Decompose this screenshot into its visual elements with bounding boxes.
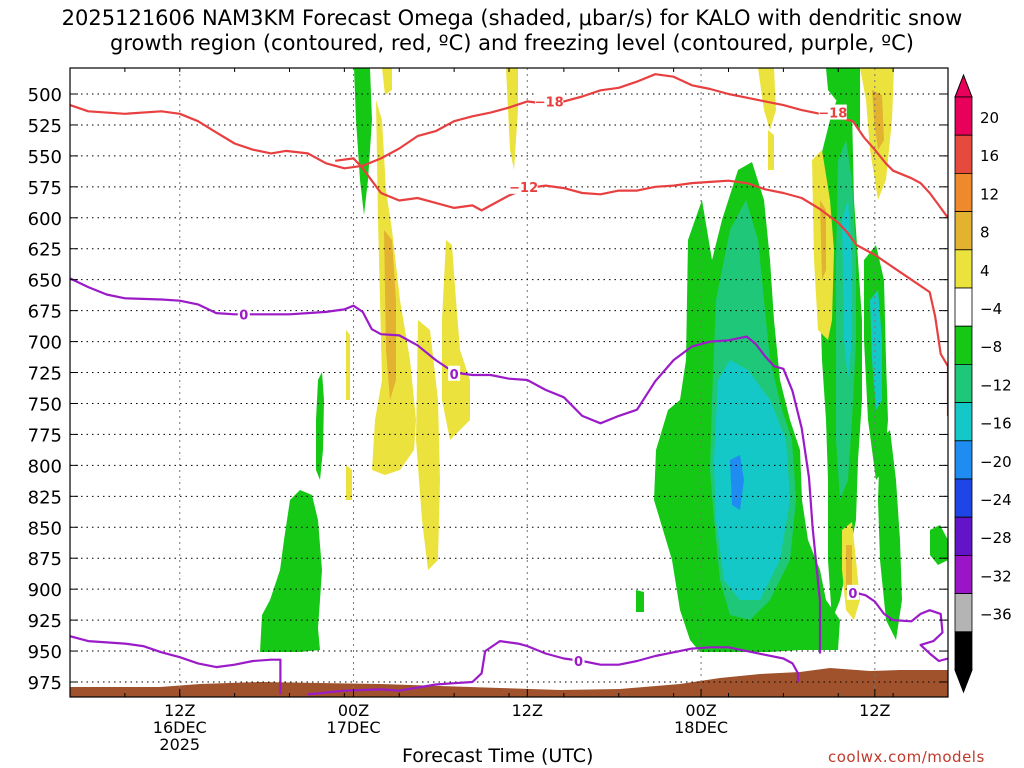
y-tick-label: 725 [28,364,62,385]
colorbar-label: −28 [980,529,1012,547]
x-tick-label: 12Z [859,701,890,720]
contour-label-bg [818,104,847,120]
x-tick-label: 18DEC [674,718,728,737]
y-tick-label: 875 [28,549,62,570]
colorbar-label: −36 [980,606,1012,624]
colorbar-label: −24 [980,491,1012,509]
contour-label: 0 [574,655,583,670]
colorbar-swatch [954,363,973,403]
colorbar: 20 16 12 8 4 −4 −8 −12 −16 −20 −24 −28 −32 −36 [954,73,1012,694]
y-tick-label: 650 [28,271,62,292]
contour-0-lower [70,635,282,695]
omega-shading [70,68,948,697]
x-tick-label: 12Z [512,701,543,720]
colorbar-label: −4 [980,300,1002,318]
chart-title-line1: 2025121606 NAM3KM Forecast Omega (shaded… [61,6,963,30]
colorbar-swatch [954,96,973,136]
colorbar-swatch [954,325,973,365]
contour-0-upper [70,277,822,654]
colorbar-swatch [954,593,973,633]
colorbar-label: 4 [980,262,990,280]
colorbar-swatch [954,134,973,174]
colorbar-swatch [954,211,973,251]
colorbar-arrow-top [954,73,973,98]
contour-label: 0 [450,368,459,383]
contour-label: −12 [509,181,538,196]
y-tick-label: 975 [28,673,62,694]
colorbar-swatch [954,555,973,595]
contour-label-bg [572,652,585,668]
colorbar-swatch [954,631,973,671]
contour-label: 0 [848,587,857,602]
y-tick-label: 675 [28,302,62,323]
y-tick-label: 550 [28,147,62,168]
y-tick-label: 575 [28,178,62,199]
chart-title: 2025121606 NAM3KM Forecast Omega (shaded… [0,6,1024,56]
x-tick-label: 00Z [685,701,716,720]
contour-label-bg [448,365,461,381]
y-tick-label: 925 [28,611,62,632]
colorbar-label: −12 [980,376,1012,394]
y-tick-label: 800 [28,456,62,477]
y-tick-label: 825 [28,487,62,508]
x-tick-label: 2025 [159,735,200,754]
colorbar-label: 16 [980,147,999,165]
colorbar-label: −16 [980,415,1012,433]
colorbar-swatch [954,478,973,518]
y-tick-label: 625 [28,240,62,261]
terrain [70,668,948,697]
colorbar-label: −20 [980,453,1012,471]
contour-label-bg [509,178,538,194]
colorbar-arrow-bottom [954,669,973,694]
colorbar-swatch [954,402,973,442]
contour-labels: −18 −18 −12 0 0 0 0 [237,93,859,670]
y-tick-label: 850 [28,518,62,539]
colorbar-label: 20 [980,109,999,127]
contour-label-bg [846,584,859,600]
y-tick-label: 700 [28,333,62,354]
colorbar-swatch [954,287,973,327]
x-axis-title: Forecast Time (UTC) [402,745,594,767]
y-tick-label: 900 [28,580,62,601]
credit-label: coolwx.com/models [828,748,985,766]
y-tick-label: 750 [28,394,62,415]
colorbar-swatch [954,440,973,480]
y-tick-label: 775 [28,425,62,446]
y-tick-label: 950 [28,642,62,663]
x-tick-label: 17DEC [327,718,381,737]
contour-0-right [847,591,948,663]
y-axis: 500 525 550 575 600 625 650 675 700 725 750 775 800 8… [28,85,948,694]
contour-label: 0 [239,308,248,323]
contour-label: −18 [818,107,847,122]
y-tick-label: 600 [28,209,62,230]
contour-label: −18 [535,95,564,110]
y-tick-label: 525 [28,116,62,137]
colorbar-label: −32 [980,567,1012,585]
colorbar-swatch [954,172,973,212]
contour-label-bg [237,306,250,322]
x-tick-label: 00Z [338,701,369,720]
colorbar-swatch [954,249,973,289]
contour-label-bg [535,93,564,109]
colorbar-label: −8 [980,338,1002,356]
colorbar-label: 12 [980,185,999,203]
colorbar-swatch [954,516,973,556]
contour--18 [70,73,948,219]
x-tick-label: 16DEC [153,718,207,737]
y-tick-label: 500 [28,85,62,106]
chart-title-line2: growth region (contoured, red, ºC) and f… [110,31,914,55]
contour--12 [335,157,948,416]
x-tick-label: 12Z [164,701,195,720]
colorbar-label: 8 [980,224,990,242]
